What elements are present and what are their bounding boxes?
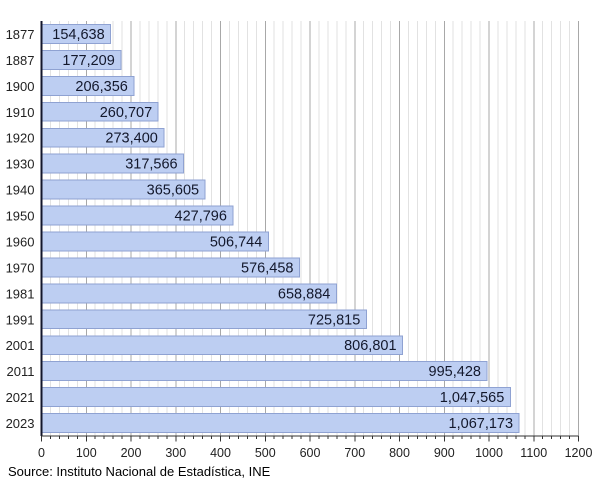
svg-text:154,638: 154,638: [52, 27, 104, 43]
svg-text:658,884: 658,884: [278, 286, 330, 302]
svg-text:1940: 1940: [6, 183, 35, 198]
svg-text:1970: 1970: [6, 260, 35, 275]
svg-text:1,047,565: 1,047,565: [440, 390, 505, 406]
svg-text:600: 600: [300, 446, 321, 460]
svg-text:700: 700: [344, 446, 365, 460]
svg-text:2011: 2011: [7, 364, 35, 379]
svg-text:317,566: 317,566: [125, 157, 177, 173]
svg-text:1930: 1930: [6, 157, 35, 172]
svg-text:206,356: 206,356: [75, 79, 127, 95]
svg-text:1877: 1877: [6, 27, 35, 42]
svg-text:1981: 1981: [6, 286, 35, 301]
svg-text:1900: 1900: [6, 79, 35, 94]
svg-text:1920: 1920: [6, 131, 35, 146]
svg-text:1960: 1960: [6, 234, 35, 249]
svg-text:200: 200: [121, 446, 142, 460]
svg-text:2021: 2021: [6, 390, 35, 405]
svg-text:177,209: 177,209: [62, 53, 114, 69]
svg-text:1991: 1991: [6, 312, 35, 327]
svg-text:1000: 1000: [475, 446, 503, 460]
svg-text:806,801: 806,801: [344, 338, 396, 354]
svg-text:1100: 1100: [520, 446, 547, 460]
svg-text:2001: 2001: [6, 338, 35, 353]
svg-text:800: 800: [389, 446, 410, 460]
svg-text:427,796: 427,796: [175, 209, 227, 225]
svg-text:900: 900: [434, 446, 455, 460]
svg-text:273,400: 273,400: [105, 131, 157, 147]
svg-text:300: 300: [165, 446, 186, 460]
svg-text:1910: 1910: [6, 105, 35, 120]
svg-text:365,605: 365,605: [147, 183, 199, 199]
svg-text:2023: 2023: [6, 416, 35, 431]
svg-text:100: 100: [76, 446, 97, 460]
svg-text:506,744: 506,744: [210, 234, 262, 250]
svg-text:0: 0: [38, 446, 45, 460]
svg-text:1200: 1200: [565, 446, 593, 460]
svg-text:500: 500: [255, 446, 276, 460]
svg-text:995,428: 995,428: [429, 364, 481, 380]
svg-text:400: 400: [210, 446, 231, 460]
svg-text:1,067,173: 1,067,173: [449, 416, 514, 432]
svg-text:576,458: 576,458: [241, 260, 293, 276]
svg-text:1950: 1950: [6, 209, 35, 224]
svg-text:1887: 1887: [6, 53, 35, 68]
svg-text:260,707: 260,707: [100, 105, 152, 121]
svg-text:725,815: 725,815: [308, 312, 360, 328]
